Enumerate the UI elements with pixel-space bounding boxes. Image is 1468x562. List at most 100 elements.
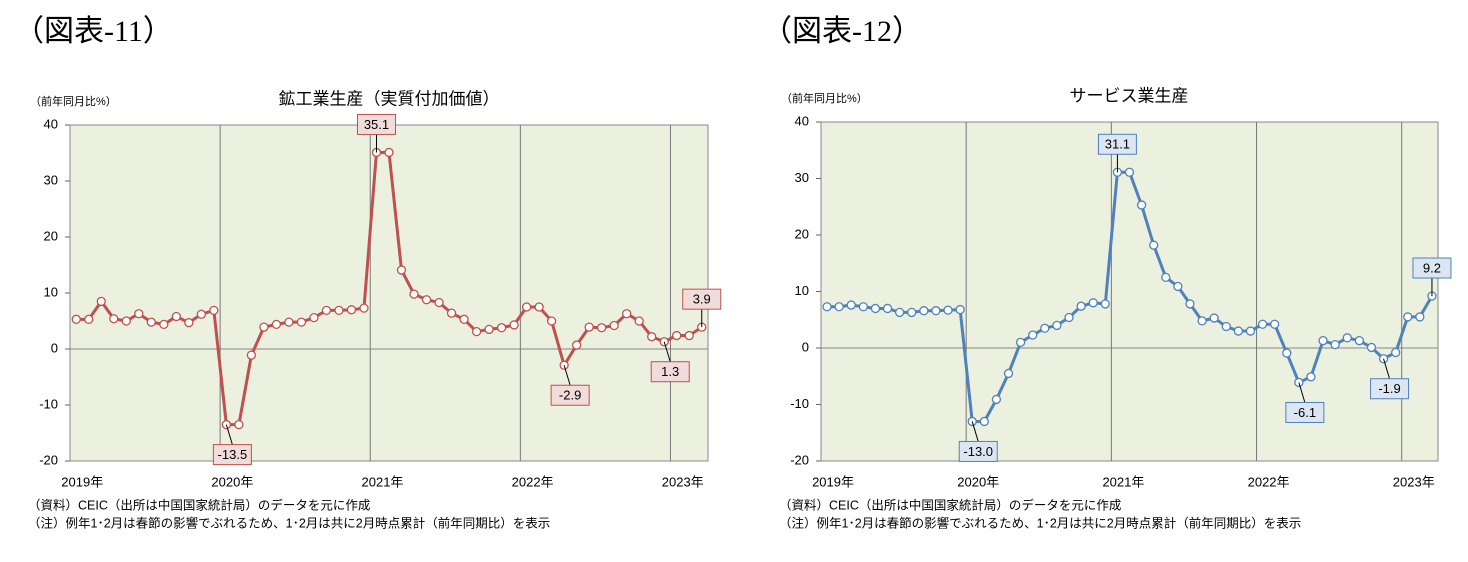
data-point	[1233, 326, 1244, 336]
data-point	[521, 302, 532, 312]
data-point	[991, 394, 1002, 405]
label-box	[550, 384, 590, 406]
data-point	[870, 303, 881, 314]
data-label: -6.1	[1294, 405, 1316, 420]
data-point	[1040, 323, 1050, 333]
data-point	[1318, 336, 1328, 346]
leader-line	[971, 421, 979, 442]
leader-line	[1383, 358, 1391, 379]
y-tick-label: 0	[802, 339, 809, 354]
y-tick-label: -10	[790, 396, 809, 411]
data-point	[409, 289, 419, 299]
plot-area	[69, 124, 709, 462]
data-point	[634, 316, 644, 326]
data-point	[1391, 347, 1401, 358]
data-point	[109, 314, 119, 324]
leader-line	[663, 341, 671, 362]
data-point	[121, 316, 131, 326]
leader-line	[1298, 382, 1306, 403]
data-point	[284, 317, 294, 327]
figure-label: （図表-11）	[14, 15, 173, 48]
data-point	[684, 330, 694, 341]
chart-title: サービス業生産	[1070, 86, 1189, 105]
y-tick-label: 10	[795, 283, 809, 298]
data-label: 35.1	[364, 117, 389, 132]
leader-line	[225, 424, 233, 445]
data-point	[1173, 281, 1183, 292]
data-point	[509, 320, 519, 330]
data-label: -13.0	[963, 444, 993, 459]
plot-area	[820, 121, 1439, 462]
data-point	[334, 305, 344, 316]
data-point	[622, 309, 632, 319]
data-point	[271, 319, 282, 330]
data-point	[1245, 326, 1256, 336]
data-point	[534, 302, 544, 312]
data-point	[496, 323, 507, 333]
data-point	[822, 302, 832, 312]
label-box	[1370, 378, 1410, 400]
label-box	[1412, 257, 1452, 279]
data-point	[1197, 316, 1207, 326]
data-label: 1.3	[661, 364, 679, 379]
data-point	[1088, 298, 1098, 308]
data-label: 31.1	[1105, 137, 1130, 152]
data-point	[858, 302, 868, 312]
data-point	[1403, 312, 1413, 322]
data-label: -13.5	[218, 447, 248, 462]
data-point	[1330, 339, 1340, 350]
data-point	[1342, 333, 1352, 343]
data-point	[146, 317, 156, 327]
data-point	[647, 332, 657, 342]
y-axis-label: （前年同月比%）	[30, 94, 117, 108]
data-point	[919, 306, 929, 316]
y-tick-label: -20	[39, 452, 58, 467]
data-point	[134, 309, 144, 319]
data-point	[171, 311, 181, 322]
data-point	[1366, 342, 1377, 353]
data-point	[1052, 320, 1062, 331]
label-box	[1097, 133, 1137, 155]
data-point	[1185, 299, 1195, 309]
data-point	[421, 295, 432, 305]
y-tick-label: 20	[795, 226, 809, 241]
y-tick-label: 30	[795, 170, 809, 185]
data-point	[955, 304, 965, 315]
y-tick-label: 20	[44, 228, 58, 243]
data-point	[1415, 312, 1425, 322]
data-point	[1015, 337, 1026, 348]
data-point	[1136, 200, 1147, 210]
data-point	[546, 316, 557, 326]
data-point	[384, 147, 394, 158]
data-point	[296, 317, 307, 327]
data-point	[346, 305, 357, 315]
data-point	[979, 416, 989, 427]
data-point	[931, 306, 941, 316]
data-point	[597, 323, 607, 333]
leader-line	[563, 365, 571, 386]
y-tick-label: -10	[39, 396, 58, 411]
label-box	[650, 361, 690, 383]
data-point	[484, 324, 494, 335]
y-tick-label: 10	[44, 284, 58, 299]
data-point	[943, 305, 953, 315]
note: （資料）CEIC（出所は中国国家統計局）のデータを元に作成	[28, 497, 370, 512]
data-point	[584, 322, 594, 332]
data-point	[84, 314, 94, 324]
label-box	[356, 113, 396, 135]
y-tick-label: 30	[44, 172, 58, 187]
x-tick-label: 2020年	[957, 474, 999, 489]
data-point	[1282, 348, 1292, 358]
data-point	[846, 300, 856, 310]
y-tick-label: 0	[51, 340, 58, 355]
data-point	[459, 314, 469, 324]
data-point	[609, 320, 619, 331]
data-point	[359, 303, 369, 313]
y-tick-label: -20	[790, 452, 809, 467]
note: （注）例年1･2月は春節の影響でぶれるため、1･2月は共に2月時点累計（前年同期…	[28, 515, 550, 530]
label-box	[682, 288, 722, 310]
data-point	[1064, 312, 1074, 323]
data-label: 3.9	[693, 292, 711, 307]
x-tick-label: 2022年	[1248, 474, 1290, 489]
data-label: -1.9	[1378, 381, 1400, 396]
